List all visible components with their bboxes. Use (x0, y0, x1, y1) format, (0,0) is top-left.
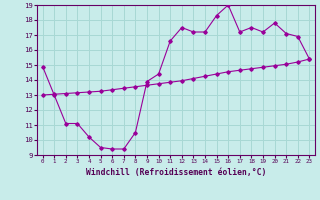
X-axis label: Windchill (Refroidissement éolien,°C): Windchill (Refroidissement éolien,°C) (86, 168, 266, 177)
